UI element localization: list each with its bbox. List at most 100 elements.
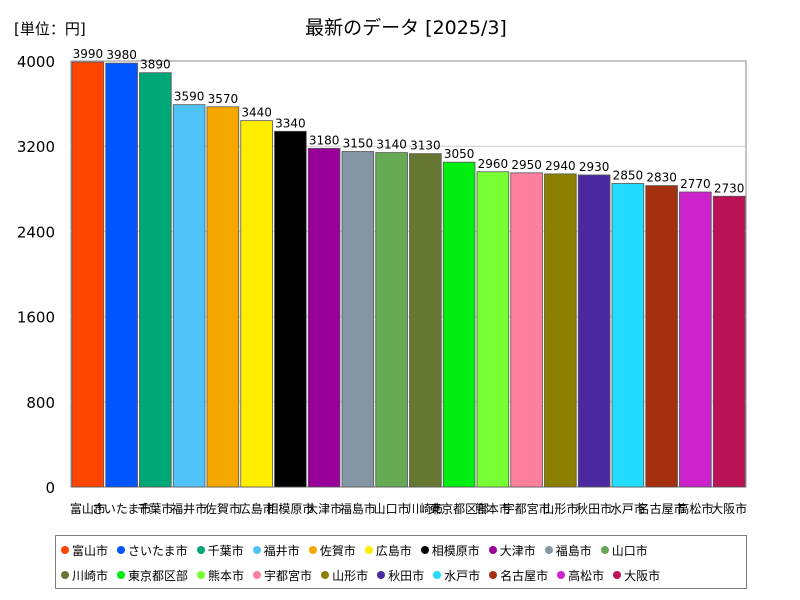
bar bbox=[476, 171, 510, 488]
legend-item: 富山市 bbox=[61, 539, 108, 561]
x-tick-label: 相模原市 bbox=[266, 501, 314, 516]
legend-swatch bbox=[252, 546, 261, 554]
data-label: 3440 bbox=[241, 106, 272, 120]
legend-label: 東京都区部 bbox=[128, 568, 189, 583]
legend-item: 水戸市 bbox=[433, 564, 480, 586]
x-axis: 富山市さいたま市千葉市福井市佐賀市広島市相模原市大津市福島市山口市川崎市東京都区… bbox=[70, 501, 747, 516]
legend-label: 大津市 bbox=[499, 543, 536, 558]
bar bbox=[712, 195, 746, 488]
x-tick-label: 熊本市 bbox=[475, 501, 511, 516]
legend-item: 川崎市 bbox=[61, 564, 108, 586]
bar bbox=[375, 152, 408, 488]
legend-label: 高松市 bbox=[568, 568, 605, 583]
bar bbox=[172, 104, 206, 488]
legend-label: 福島市 bbox=[555, 543, 592, 558]
data-label: 2930 bbox=[579, 160, 610, 174]
legend-swatch bbox=[196, 546, 205, 554]
legend-label: さいたま市 bbox=[128, 543, 188, 558]
legend-swatch bbox=[308, 546, 317, 554]
y-tick-label: 1600 bbox=[17, 309, 55, 327]
legend-swatch bbox=[117, 571, 126, 579]
legend-swatch bbox=[420, 546, 429, 554]
legend-label: 熊本市 bbox=[208, 568, 245, 583]
x-tick-label: 山口市 bbox=[374, 501, 410, 516]
legend-swatch bbox=[61, 571, 69, 579]
x-tick-label: 福島市 bbox=[340, 501, 376, 516]
y-tick-label: 0 bbox=[45, 479, 55, 497]
legend-item: 福井市 bbox=[252, 539, 300, 561]
chart-title: 最新のデータ [2025/3] bbox=[305, 17, 507, 39]
x-tick-label: 富山市 bbox=[70, 501, 106, 516]
data-label: 3050 bbox=[444, 147, 475, 161]
bars bbox=[71, 61, 746, 488]
legend-item: 東京都区部 bbox=[117, 564, 188, 586]
legend-label: 秋田市 bbox=[388, 568, 425, 583]
data-label: 3180 bbox=[309, 133, 340, 147]
data-label: 3980 bbox=[106, 48, 137, 62]
bar bbox=[139, 72, 172, 488]
y-axis: 0 800 1600 2400 3200 4000 bbox=[17, 53, 55, 497]
legend-item: 佐賀市 bbox=[308, 539, 356, 561]
x-tick-label: 広島市 bbox=[239, 501, 275, 516]
data-label: 2940 bbox=[545, 159, 576, 173]
bar bbox=[274, 130, 307, 488]
data-label: 2960 bbox=[478, 157, 509, 171]
data-label: 3890 bbox=[140, 58, 171, 72]
y-tick-label: 2400 bbox=[17, 223, 55, 241]
bar bbox=[679, 191, 712, 488]
legend-swatch bbox=[544, 546, 553, 554]
bar bbox=[71, 61, 105, 488]
x-tick-label: 山形市 bbox=[542, 501, 578, 516]
x-tick-label: 名古屋市 bbox=[638, 501, 686, 516]
legend-label: 川崎市 bbox=[72, 568, 109, 583]
legend-item: 広島市 bbox=[364, 539, 412, 561]
plot-area bbox=[70, 60, 747, 488]
x-tick-label: 川崎市 bbox=[407, 501, 443, 516]
legend-label: 千葉市 bbox=[207, 543, 244, 558]
legend-label: 広島市 bbox=[375, 543, 412, 558]
data-label: 3990 bbox=[73, 47, 104, 61]
legend-swatch bbox=[117, 546, 126, 554]
legend-item: 熊本市 bbox=[197, 564, 244, 586]
legend-item: 大津市 bbox=[488, 539, 536, 561]
legend-swatch bbox=[61, 546, 69, 554]
legend-swatch bbox=[364, 546, 373, 554]
bar bbox=[307, 147, 341, 488]
legend-item: 山形市 bbox=[321, 564, 368, 586]
legend-label: 相模原市 bbox=[431, 543, 480, 558]
legend-item: 福島市 bbox=[544, 539, 592, 561]
unit-label: [単位：円] bbox=[14, 20, 86, 38]
data-label: 3340 bbox=[275, 116, 306, 130]
legend-label: 大阪市 bbox=[624, 568, 661, 583]
bar bbox=[341, 151, 375, 488]
legend-label: 水戸市 bbox=[444, 568, 481, 583]
x-tick-label: 高松市 bbox=[677, 501, 713, 516]
x-tick-label: 大津市 bbox=[306, 501, 342, 516]
legend-item: 宇都宮市 bbox=[253, 564, 312, 586]
x-tick-label: 千葉市 bbox=[137, 501, 173, 516]
data-label: 3140 bbox=[376, 138, 407, 152]
legend-label: 山口市 bbox=[611, 543, 648, 558]
legend-label: 富山市 bbox=[72, 543, 109, 558]
legend-label: 名古屋市 bbox=[500, 568, 549, 583]
legend-item: 相模原市 bbox=[420, 539, 480, 561]
y-tick-label: 800 bbox=[26, 394, 55, 412]
x-tick-label: 水戸市 bbox=[610, 501, 646, 516]
bar bbox=[611, 183, 645, 488]
x-tick-label: 秋田市 bbox=[576, 501, 612, 516]
data-label: 2730 bbox=[714, 181, 745, 195]
legend-swatch bbox=[489, 571, 498, 579]
x-tick-label: 大阪市 bbox=[711, 501, 747, 516]
legend-item: 山口市 bbox=[600, 539, 648, 561]
x-tick-label: さいたま市 bbox=[92, 501, 152, 516]
bar bbox=[577, 174, 611, 488]
bar bbox=[409, 153, 442, 488]
x-tick-label: 佐賀市 bbox=[205, 501, 241, 516]
bar bbox=[645, 185, 678, 488]
legend: 富山市 さいたま市 千葉市 福井市 佐賀市 広島市 相模原市 大津市 福島市 山口市 川崎市 東京都… bbox=[55, 535, 747, 589]
legend-item: 名古屋市 bbox=[489, 564, 548, 586]
legend-swatch bbox=[321, 571, 330, 579]
y-tick-label: 4000 bbox=[17, 53, 55, 71]
bar bbox=[510, 172, 543, 488]
